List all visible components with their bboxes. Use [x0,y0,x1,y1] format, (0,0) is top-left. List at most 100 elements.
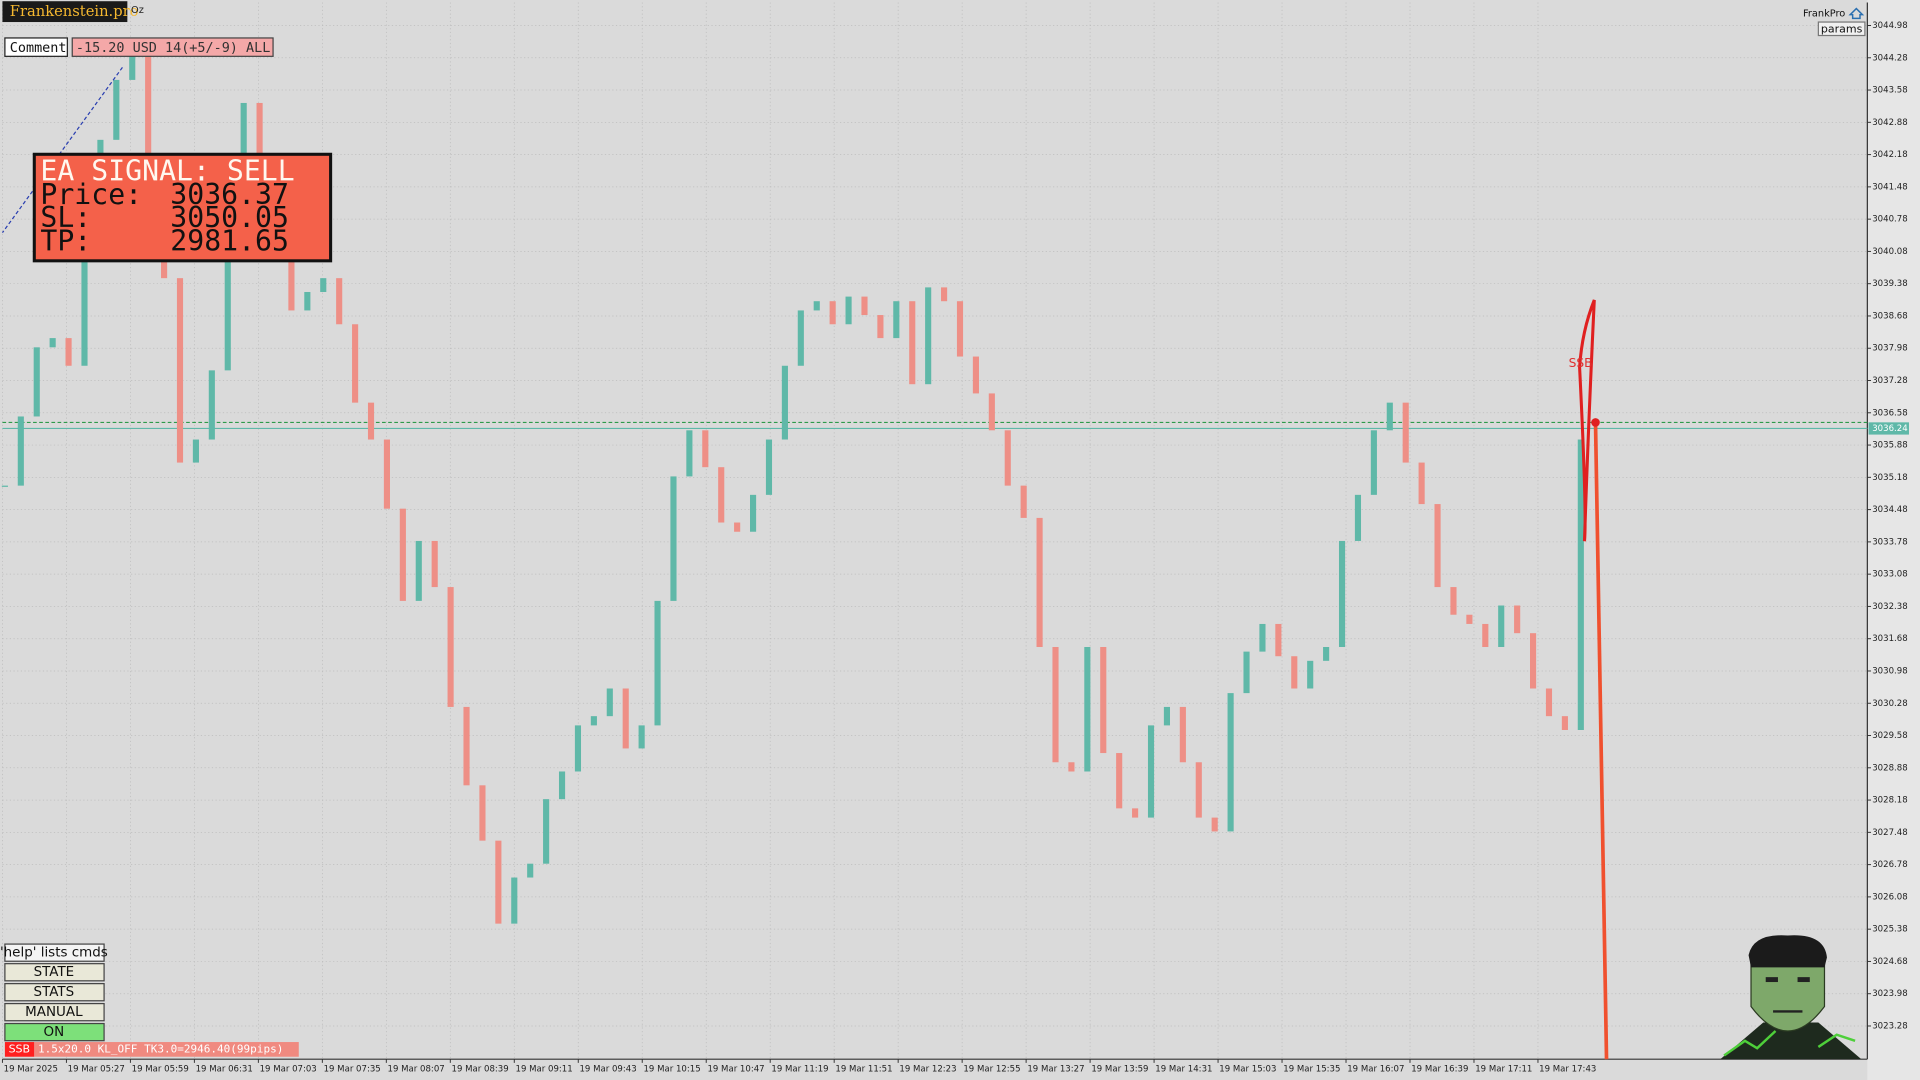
candle [1577,439,1584,730]
y-tick-label: 3040.78 [1872,215,1907,225]
x-tick-label: 19 Mar 15:03 [1219,1064,1276,1074]
comment: -15.20 USD 14(+5/-9) ALL [76,41,270,56]
x-tick-label: 19 Mar 08:39 [452,1064,509,1074]
candle [479,785,486,841]
candle [431,540,438,588]
candle [447,587,454,707]
candle [1,485,8,487]
control-button[interactable] [4,963,105,982]
control-button-label[interactable]: STATS [34,985,75,1000]
x-tick-label: 19 Mar 15:35 [1283,1064,1340,1074]
symbol: Oz [131,5,144,16]
tp-value: 2981.65 [170,224,289,257]
control-button[interactable] [4,983,105,1002]
params-box[interactable] [1817,21,1866,37]
y-tick-label: 3038.68 [1872,311,1907,321]
candle [1179,706,1186,763]
help-box [4,943,105,962]
candle [606,688,613,717]
candle [574,725,582,772]
y-tick-label: 3044.28 [1872,53,1907,63]
candle [33,347,40,417]
x-tick-label: 19 Mar 2025 [4,1064,58,1074]
comment-label-box [4,37,68,57]
signal-title: EA SIGNAL: SELL [40,155,294,188]
mascot [1720,935,1862,1060]
candle [1514,605,1521,634]
candle [367,402,375,440]
candle [718,467,725,523]
candle [1163,706,1170,726]
x-tick-label: 19 Mar 09:11 [516,1064,573,1074]
params[interactable]: params [1821,22,1863,35]
y-tick-label: 3044.98 [1872,21,1907,31]
candle [1545,688,1553,717]
candle [558,771,566,800]
candle [511,877,518,924]
candle [1482,623,1489,648]
candle [113,79,120,140]
y-tick-label: 3035.18 [1872,473,1907,483]
control-button-label[interactable]: MANUAL [25,1005,83,1020]
control-button-label[interactable]: STATE [34,965,75,980]
x-tick-label: 19 Mar 13:27 [1027,1064,1084,1074]
control-button[interactable] [4,1022,105,1042]
candle [304,291,311,311]
entry-dot [1591,418,1600,427]
brand: Frankenstein.pro [10,3,139,20]
candle [256,102,263,186]
signal-marker: SSB [1569,356,1593,370]
signal-box-bg [32,152,333,263]
x-tick-label: 19 Mar 17:11 [1475,1064,1532,1074]
candle [877,315,884,339]
y-tick-label: 3040.08 [1872,247,1907,257]
controls: 'help' lists cmds STATE STATS MANUAL ON [0,943,108,1042]
candle [654,600,661,726]
candle [65,338,72,366]
candle [702,430,709,468]
candle [320,278,327,292]
signal-box: EA SIGNAL: SELL Price: 3036.37 SL: 3050.… [32,152,333,263]
candle [750,494,757,532]
candle [288,255,295,311]
sl-value: 3050.05 [170,201,289,234]
y-tick-label: 3026.78 [1872,860,1907,870]
x-tick-label: 19 Mar 10:47 [707,1064,764,1074]
candle [224,232,231,371]
x-tick-label: 19 Mar 12:23 [899,1064,956,1074]
mascot-glow [1723,1030,1856,1057]
candle [1498,605,1505,648]
candle [956,301,964,357]
status-bar: SSB 1.5x20.0 KL_OFF TK3.0=2946.40(99pips… [4,1042,299,1057]
candle [670,476,677,601]
candle [192,439,199,463]
candle [1434,504,1441,588]
status-tag: SSB [9,1042,31,1055]
control-button[interactable] [4,1002,105,1022]
candle [1195,762,1202,818]
candle [415,540,422,601]
candle [1418,462,1425,505]
y-tick-label: 3037.28 [1872,376,1907,386]
candle [145,47,152,163]
candle [399,508,406,601]
candle [1275,623,1282,657]
price-axis-panel [1867,0,1920,1080]
x-tick-label: 19 Mar 14:31 [1155,1064,1212,1074]
y-tick-label: 3042.88 [1872,118,1907,128]
candle [845,296,852,325]
candle [1291,656,1298,689]
x-tick-label: 19 Mar 10:15 [643,1064,700,1074]
candle [797,310,804,366]
x-tick-label: 19 Mar 07:35 [324,1064,381,1074]
y-tick-label: 3023.28 [1872,1021,1907,1031]
y-tick-label: 3030.98 [1872,666,1907,676]
price-label: Price: [40,178,142,211]
y-tick-label: 3033.78 [1872,537,1907,547]
control-button-label[interactable]: ON [44,1025,65,1040]
x-tick-label: 19 Mar 07:03 [260,1064,317,1074]
mascot-hair [1748,935,1827,968]
candle [622,688,629,749]
status-box [34,1042,299,1057]
